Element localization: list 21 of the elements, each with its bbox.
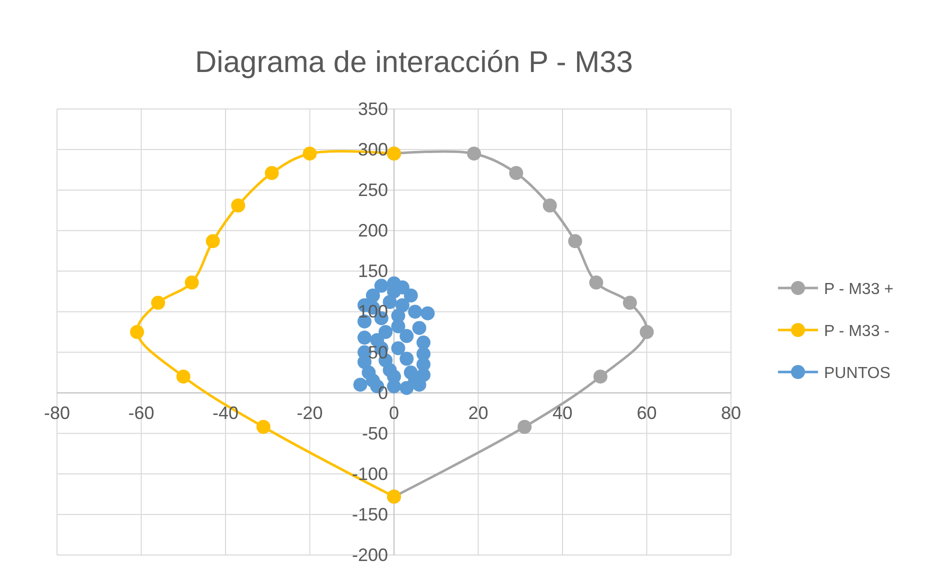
- legend-label: PUNTOS: [824, 365, 890, 382]
- y-tick-label: 350: [358, 99, 388, 119]
- x-tick-label: 20: [468, 402, 488, 423]
- y-tick-label: 0: [378, 382, 388, 403]
- y-tick-label: -50: [362, 423, 388, 444]
- x-tick-label: -40: [212, 402, 239, 423]
- x-tick-label: -20: [296, 402, 323, 423]
- legend-label: P - M33 +: [824, 281, 894, 298]
- chart-title: Diagrama de interacción P - M33: [195, 46, 633, 79]
- y-tick-label: -150: [352, 504, 388, 524]
- y-tick-label: 200: [358, 220, 388, 241]
- y-tick-label: 250: [358, 180, 388, 200]
- legend-label: P - M33 -: [824, 323, 890, 340]
- y-tick-label: -100: [352, 464, 388, 484]
- x-tick-label: -60: [128, 402, 154, 423]
- x-tick-label: 80: [720, 402, 742, 423]
- x-tick-label: 40: [552, 402, 573, 423]
- x-tick-label: -80: [44, 402, 70, 423]
- y-tick-label: -200: [352, 545, 388, 565]
- y-tick-label: 150: [358, 261, 388, 282]
- x-tick-label: 60: [636, 402, 657, 423]
